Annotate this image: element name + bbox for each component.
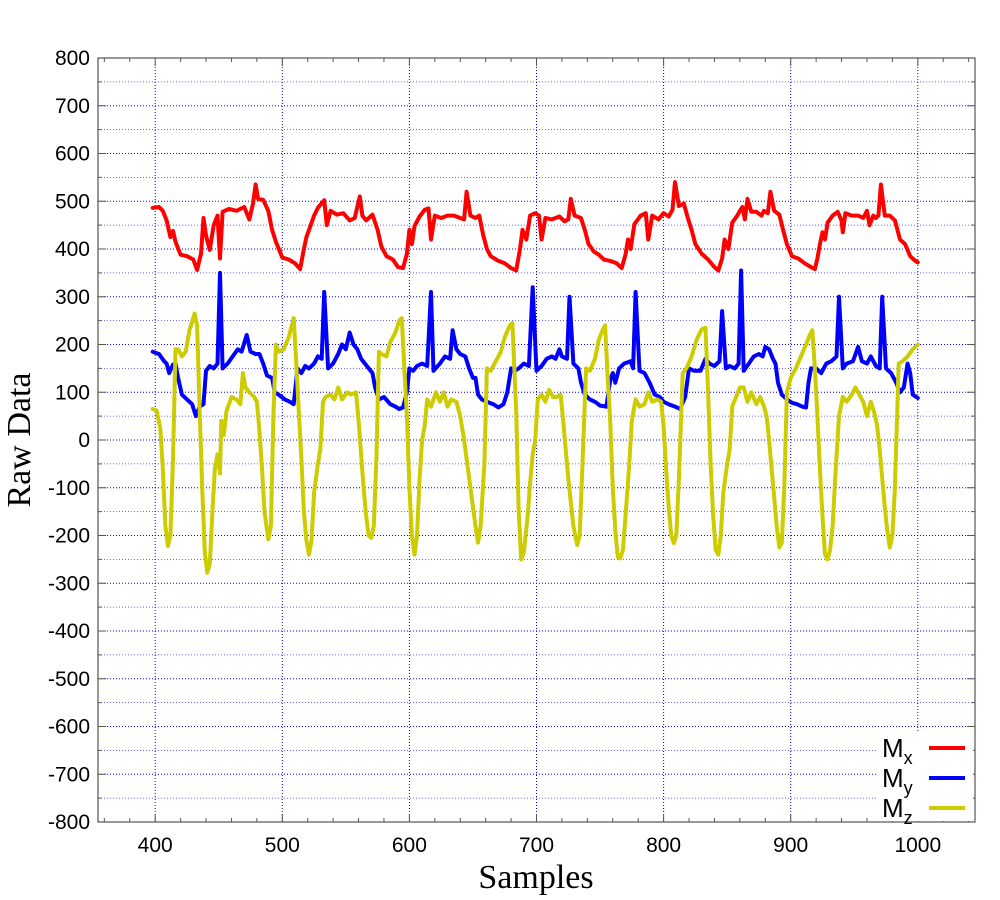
y-tick-label: 400 [55,238,90,261]
y-tick-label: 500 [55,190,90,213]
y-tick-label: -700 [48,763,90,786]
y-tick-label: 0 [78,429,90,452]
y-tick-label: -800 [48,811,90,834]
y-tick-label: 100 [55,381,90,404]
y-tick-label: -600 [48,716,90,739]
tick-marks [98,57,975,823]
y-tick-labels: 800 700 600 500 400 300 200 100 0 -100 -200 -300 -40… [48,47,90,834]
x-tick-label: 400 [138,834,173,857]
y-axis-title: Raw Data [1,372,38,507]
x-tick-label: 500 [265,834,300,857]
y-tick-label: 700 [55,95,90,118]
y-tick-label: -300 [48,572,90,595]
y-tick-label: 600 [55,143,90,166]
x-axis-title: Samples [478,859,593,896]
legend-subscript: z [904,808,913,828]
legend-subscript: x [904,748,913,768]
x-tick-label: 600 [392,834,427,857]
y-tick-label: -100 [48,477,90,500]
series-line-mz [150,311,920,575]
legend-subscript: y [904,778,913,798]
x-tick-label: 800 [646,834,681,857]
series-line-mx [150,180,920,273]
y-tick-label: -400 [48,620,90,643]
series-lines [150,180,920,575]
y-tick-label: 800 [55,47,90,70]
series-line-my [150,268,920,419]
y-tick-label: -500 [48,668,90,691]
x-tick-labels: 400 500 600 700 800 900 1000 [138,834,941,857]
x-tick-label: 700 [519,834,554,857]
x-tick-label: 900 [773,834,808,857]
x-tick-label: 1000 [894,834,941,857]
y-tick-label: -200 [48,525,90,548]
y-tick-label: 300 [55,286,90,309]
y-tick-label: 200 [55,334,90,357]
